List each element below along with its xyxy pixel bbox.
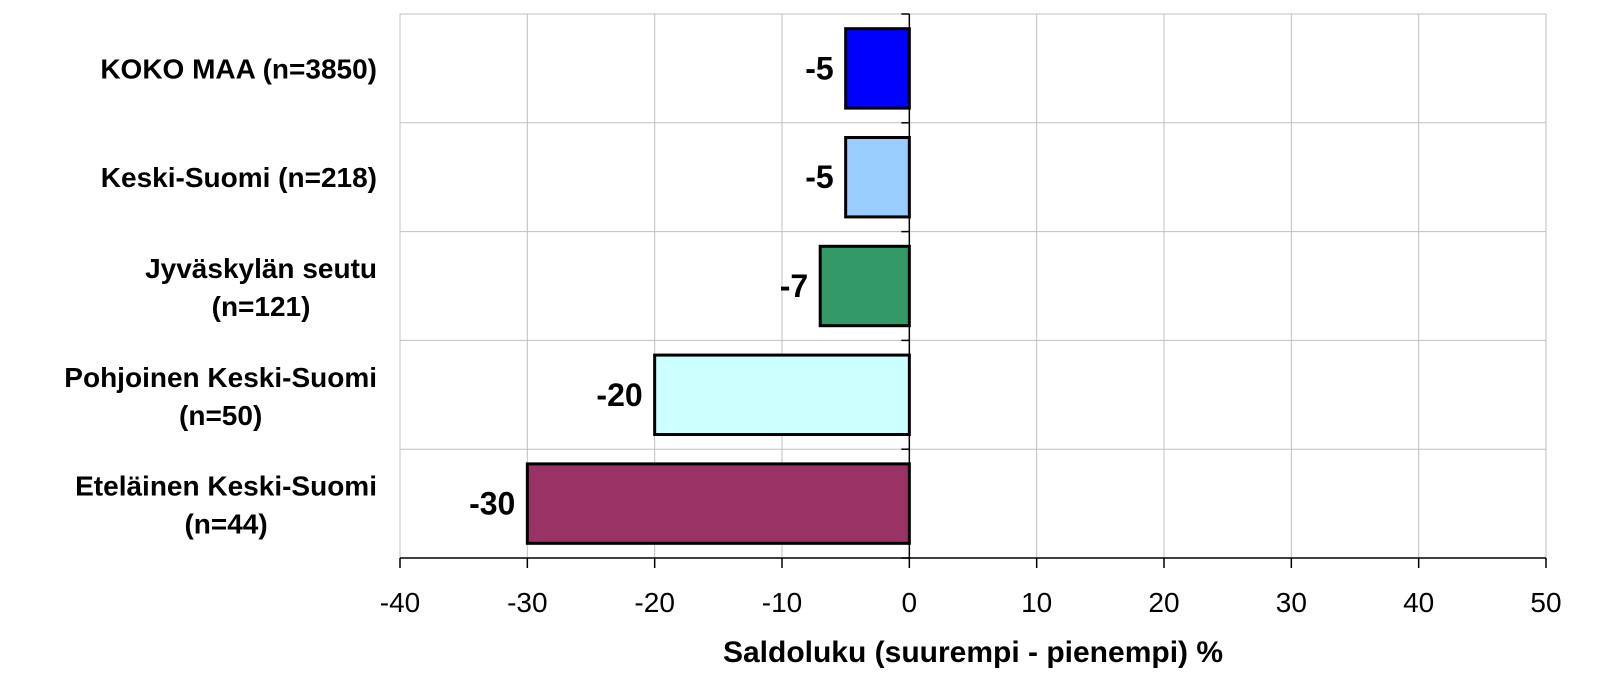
x-tick-label-6: 20	[1148, 587, 1179, 618]
x-tick-label-4: 0	[902, 587, 918, 618]
x-tick-labels: -40 -30 -20 -10 0 10 20 30 40 50	[380, 587, 1562, 618]
bar-0	[844, 27, 911, 110]
category-labels: KOKO MAA (n=3850) Keski-Suomi (n=218) Jyvä…	[64, 53, 377, 539]
x-tick-label-7: 30	[1276, 587, 1307, 618]
data-label-4: -30	[469, 486, 515, 522]
x-axis-title: Saldoluku (suurempi - pienempi) %	[723, 636, 1223, 669]
x-tick-label-3: -10	[762, 587, 802, 618]
data-label-0: -5	[805, 50, 833, 86]
data-label-1: -5	[805, 159, 833, 195]
axes	[399, 13, 1547, 568]
category-label-3-line-1: Pohjoinen Keski-Suomi	[64, 362, 377, 393]
x-tick-label-2: -20	[634, 587, 674, 618]
bar-2	[818, 244, 911, 328]
x-tick-label-1: -30	[507, 587, 547, 618]
category-label-4-line-2: (n=44)	[184, 509, 267, 540]
category-label-1: Keski-Suomi (n=218)	[101, 162, 377, 193]
bar-1	[844, 135, 911, 219]
bar-3	[653, 353, 911, 437]
data-label-3: -20	[596, 377, 642, 413]
category-label-3-line-2: (n=50)	[179, 400, 262, 431]
data-label-2: -7	[780, 268, 808, 304]
category-label-2-line-1: Jyväskylän seutu	[145, 253, 377, 284]
bar-4	[525, 462, 911, 545]
category-label-4-line-1: Eteläinen Keski-Suomi	[75, 471, 377, 502]
category-label-2-line-2: (n=121)	[212, 291, 311, 322]
x-tick-label-5: 10	[1021, 587, 1052, 618]
x-tick-label-9: 50	[1530, 587, 1561, 618]
x-tick-label-8: 40	[1403, 587, 1434, 618]
category-label-0: KOKO MAA (n=3850)	[100, 53, 377, 84]
data-labels: -5 -5 -7 -20 -30	[469, 50, 834, 521]
bars	[525, 27, 911, 545]
x-tick-label-0: -40	[380, 587, 420, 618]
